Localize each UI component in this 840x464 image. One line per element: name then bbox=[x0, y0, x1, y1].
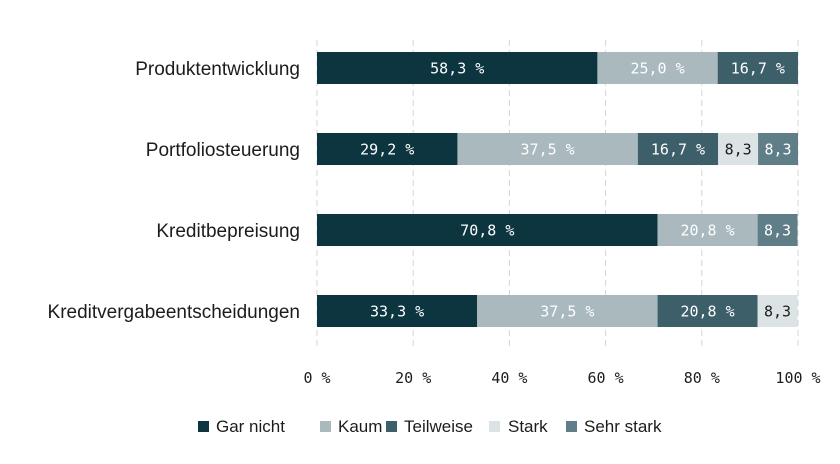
bar-segment bbox=[477, 295, 658, 327]
x-tick-label: 20 % bbox=[395, 369, 431, 387]
data-label: 37,5 % bbox=[521, 141, 575, 159]
data-label: 37,5 % bbox=[540, 303, 594, 321]
data-label: 16,7 % bbox=[731, 60, 785, 78]
bar-segment bbox=[317, 295, 478, 327]
data-label: 20,8 % bbox=[680, 222, 734, 240]
data-label: 8,3 bbox=[764, 303, 791, 321]
x-tick-label: 40 % bbox=[491, 369, 527, 387]
legend-swatch bbox=[198, 421, 209, 432]
legend-label: Kaum bbox=[338, 417, 382, 436]
category-label: Produktentwicklung bbox=[135, 59, 300, 80]
bar-segment bbox=[597, 52, 718, 84]
x-tick-label: 60 % bbox=[588, 369, 624, 387]
bar-segment bbox=[317, 133, 458, 165]
legend-label: Sehr stark bbox=[584, 417, 662, 436]
bar-segment bbox=[758, 133, 798, 165]
data-label: 29,2 % bbox=[360, 141, 414, 159]
category-label: Portfoliosteuerung bbox=[146, 140, 300, 161]
x-tick-label: 100 % bbox=[775, 369, 820, 387]
data-label: 16,7 % bbox=[651, 141, 705, 159]
x-tick-label: 80 % bbox=[684, 369, 720, 387]
legend-label: Stark bbox=[508, 417, 548, 436]
legend-label: Teilweise bbox=[404, 417, 473, 436]
legend-swatch bbox=[566, 421, 577, 432]
legend-swatch bbox=[320, 421, 331, 432]
data-label: 58,3 % bbox=[430, 60, 484, 78]
bar-segment bbox=[718, 133, 759, 165]
data-label: 70,8 % bbox=[460, 222, 514, 240]
legend-swatch bbox=[386, 421, 397, 432]
legend-swatch bbox=[489, 421, 500, 432]
bar-segment bbox=[657, 214, 758, 246]
x-tick-label: 0 % bbox=[303, 369, 330, 387]
data-label: 20,8 % bbox=[680, 303, 734, 321]
legend-label: Gar nicht bbox=[216, 417, 285, 436]
data-label: 25,0 % bbox=[630, 60, 684, 78]
bar-segment bbox=[757, 214, 798, 246]
category-label: Kreditvergabeentscheidungen bbox=[48, 302, 300, 323]
bar-segment bbox=[717, 52, 798, 84]
data-label: 8,3 bbox=[764, 222, 791, 240]
bar-segment bbox=[457, 133, 638, 165]
data-label: 33,3 % bbox=[370, 303, 424, 321]
bar-segment bbox=[637, 133, 719, 165]
bar-segment bbox=[757, 295, 798, 327]
bar-segment bbox=[657, 295, 758, 327]
category-label: Kreditbepreisung bbox=[156, 221, 300, 242]
bar-segment bbox=[317, 52, 598, 84]
data-label: 8,3 bbox=[764, 141, 791, 159]
bar-segment bbox=[317, 214, 658, 246]
data-label: 8,3 bbox=[725, 141, 752, 159]
